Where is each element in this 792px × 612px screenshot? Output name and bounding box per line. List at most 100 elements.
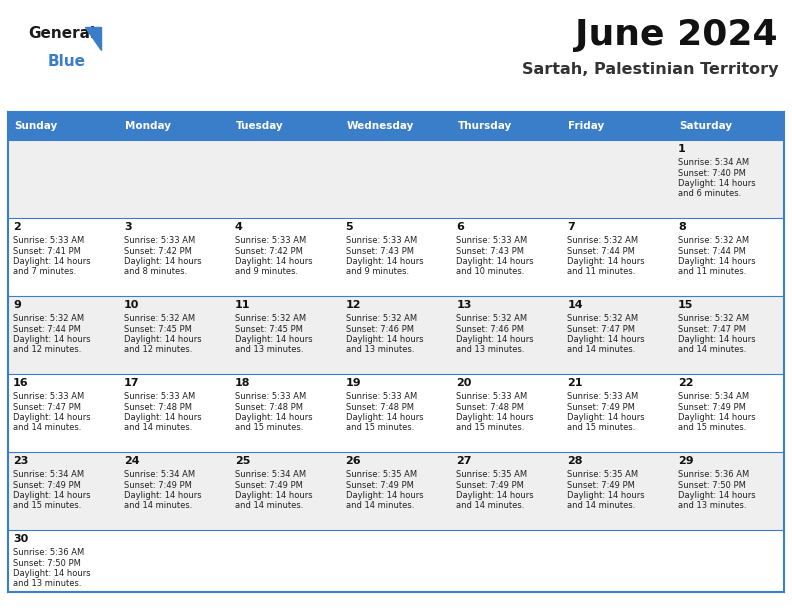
Text: Sunrise: 5:34 AM: Sunrise: 5:34 AM <box>678 392 749 401</box>
Text: 2: 2 <box>13 222 21 232</box>
Text: Daylight: 14 hours: Daylight: 14 hours <box>234 491 312 500</box>
Bar <box>451 374 562 452</box>
Text: Sunset: 7:49 PM: Sunset: 7:49 PM <box>345 480 413 490</box>
Bar <box>451 452 562 530</box>
Text: 26: 26 <box>345 456 361 466</box>
Text: Sunrise: 5:34 AM: Sunrise: 5:34 AM <box>13 470 84 479</box>
Bar <box>341 112 451 140</box>
Text: Sunset: 7:48 PM: Sunset: 7:48 PM <box>124 403 192 411</box>
Text: 13: 13 <box>456 300 472 310</box>
Bar <box>8 218 119 296</box>
Text: and 14 minutes.: and 14 minutes. <box>678 346 747 354</box>
Text: Sunrise: 5:33 AM: Sunrise: 5:33 AM <box>234 236 306 245</box>
Text: and 15 minutes.: and 15 minutes. <box>234 424 303 433</box>
Text: and 14 minutes.: and 14 minutes. <box>234 501 303 510</box>
Text: Sunset: 7:49 PM: Sunset: 7:49 PM <box>124 480 192 490</box>
Text: Sunset: 7:50 PM: Sunset: 7:50 PM <box>678 480 746 490</box>
Bar <box>562 140 673 218</box>
Text: 10: 10 <box>124 300 139 310</box>
Text: Sunrise: 5:33 AM: Sunrise: 5:33 AM <box>345 392 417 401</box>
Bar <box>230 452 341 530</box>
Text: Sunrise: 5:32 AM: Sunrise: 5:32 AM <box>567 236 638 245</box>
Text: Sunrise: 5:33 AM: Sunrise: 5:33 AM <box>456 236 527 245</box>
Text: Daylight: 14 hours: Daylight: 14 hours <box>456 413 534 422</box>
Bar <box>451 112 562 140</box>
Text: Daylight: 14 hours: Daylight: 14 hours <box>456 335 534 344</box>
Text: Sunset: 7:41 PM: Sunset: 7:41 PM <box>13 247 81 255</box>
Bar <box>341 452 451 530</box>
Text: Daylight: 14 hours: Daylight: 14 hours <box>234 335 312 344</box>
Text: Sunset: 7:44 PM: Sunset: 7:44 PM <box>567 247 635 255</box>
Text: 9: 9 <box>13 300 21 310</box>
Text: Daylight: 14 hours: Daylight: 14 hours <box>13 491 90 500</box>
Text: 19: 19 <box>345 378 361 388</box>
Text: and 14 minutes.: and 14 minutes. <box>567 501 636 510</box>
Text: and 10 minutes.: and 10 minutes. <box>456 267 525 277</box>
Text: Sunrise: 5:33 AM: Sunrise: 5:33 AM <box>345 236 417 245</box>
Text: Sunrise: 5:32 AM: Sunrise: 5:32 AM <box>124 314 195 323</box>
Text: Sunrise: 5:32 AM: Sunrise: 5:32 AM <box>456 314 527 323</box>
Text: Daylight: 14 hours: Daylight: 14 hours <box>678 257 756 266</box>
Text: 5: 5 <box>345 222 353 232</box>
Text: and 15 minutes.: and 15 minutes. <box>345 424 414 433</box>
Text: Sunset: 7:49 PM: Sunset: 7:49 PM <box>456 480 524 490</box>
Text: Daylight: 14 hours: Daylight: 14 hours <box>678 413 756 422</box>
Bar <box>451 296 562 374</box>
Bar <box>562 374 673 452</box>
Text: Sunrise: 5:33 AM: Sunrise: 5:33 AM <box>124 392 195 401</box>
Bar <box>341 296 451 374</box>
Text: Daylight: 14 hours: Daylight: 14 hours <box>678 335 756 344</box>
Text: and 14 minutes.: and 14 minutes. <box>567 346 636 354</box>
Text: and 15 minutes.: and 15 minutes. <box>456 424 525 433</box>
Text: Sunrise: 5:32 AM: Sunrise: 5:32 AM <box>234 314 306 323</box>
Text: Sunset: 7:48 PM: Sunset: 7:48 PM <box>234 403 303 411</box>
Text: Sunset: 7:45 PM: Sunset: 7:45 PM <box>234 324 303 334</box>
Text: Sunrise: 5:33 AM: Sunrise: 5:33 AM <box>456 392 527 401</box>
Text: Sunset: 7:48 PM: Sunset: 7:48 PM <box>345 403 413 411</box>
Text: 6: 6 <box>456 222 464 232</box>
Bar <box>451 140 562 218</box>
Text: 27: 27 <box>456 456 472 466</box>
Text: Sunset: 7:44 PM: Sunset: 7:44 PM <box>13 324 81 334</box>
Text: Sunset: 7:49 PM: Sunset: 7:49 PM <box>13 480 81 490</box>
Bar <box>673 530 784 592</box>
Text: and 14 minutes.: and 14 minutes. <box>124 424 192 433</box>
Bar <box>562 296 673 374</box>
Bar <box>562 452 673 530</box>
Text: Sunrise: 5:35 AM: Sunrise: 5:35 AM <box>567 470 638 479</box>
Bar <box>562 218 673 296</box>
Text: and 12 minutes.: and 12 minutes. <box>13 346 82 354</box>
Text: Sunrise: 5:34 AM: Sunrise: 5:34 AM <box>678 158 749 167</box>
Text: Sunset: 7:48 PM: Sunset: 7:48 PM <box>456 403 524 411</box>
Bar <box>8 452 119 530</box>
Bar <box>673 112 784 140</box>
Text: Sunset: 7:49 PM: Sunset: 7:49 PM <box>234 480 303 490</box>
Text: and 12 minutes.: and 12 minutes. <box>124 346 192 354</box>
Text: and 13 minutes.: and 13 minutes. <box>234 346 303 354</box>
Text: Wednesday: Wednesday <box>347 121 414 131</box>
Bar <box>230 140 341 218</box>
Text: Sunrise: 5:33 AM: Sunrise: 5:33 AM <box>13 392 84 401</box>
Text: Monday: Monday <box>125 121 171 131</box>
Text: Sunrise: 5:32 AM: Sunrise: 5:32 AM <box>678 314 749 323</box>
Bar <box>562 112 673 140</box>
Bar <box>8 112 119 140</box>
Text: 15: 15 <box>678 300 694 310</box>
Text: Daylight: 14 hours: Daylight: 14 hours <box>124 257 201 266</box>
Text: and 14 minutes.: and 14 minutes. <box>124 501 192 510</box>
Text: Sunrise: 5:35 AM: Sunrise: 5:35 AM <box>456 470 527 479</box>
Bar <box>8 530 119 592</box>
Text: 8: 8 <box>678 222 686 232</box>
Bar <box>119 452 230 530</box>
Text: 16: 16 <box>13 378 29 388</box>
Text: 21: 21 <box>567 378 583 388</box>
Text: and 11 minutes.: and 11 minutes. <box>678 267 747 277</box>
Text: Sunset: 7:40 PM: Sunset: 7:40 PM <box>678 168 746 177</box>
Text: Saturday: Saturday <box>680 121 733 131</box>
Text: and 8 minutes.: and 8 minutes. <box>124 267 187 277</box>
Text: Sunset: 7:42 PM: Sunset: 7:42 PM <box>124 247 192 255</box>
Text: Daylight: 14 hours: Daylight: 14 hours <box>13 257 90 266</box>
Text: and 6 minutes.: and 6 minutes. <box>678 190 741 198</box>
Text: 20: 20 <box>456 378 472 388</box>
Text: and 15 minutes.: and 15 minutes. <box>13 501 82 510</box>
